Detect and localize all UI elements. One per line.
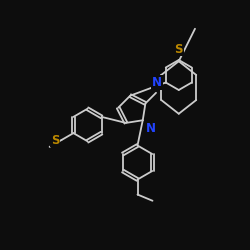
- Text: N: N: [152, 76, 162, 89]
- Text: N: N: [146, 122, 156, 134]
- Text: S: S: [174, 43, 183, 56]
- Text: S: S: [51, 134, 60, 146]
